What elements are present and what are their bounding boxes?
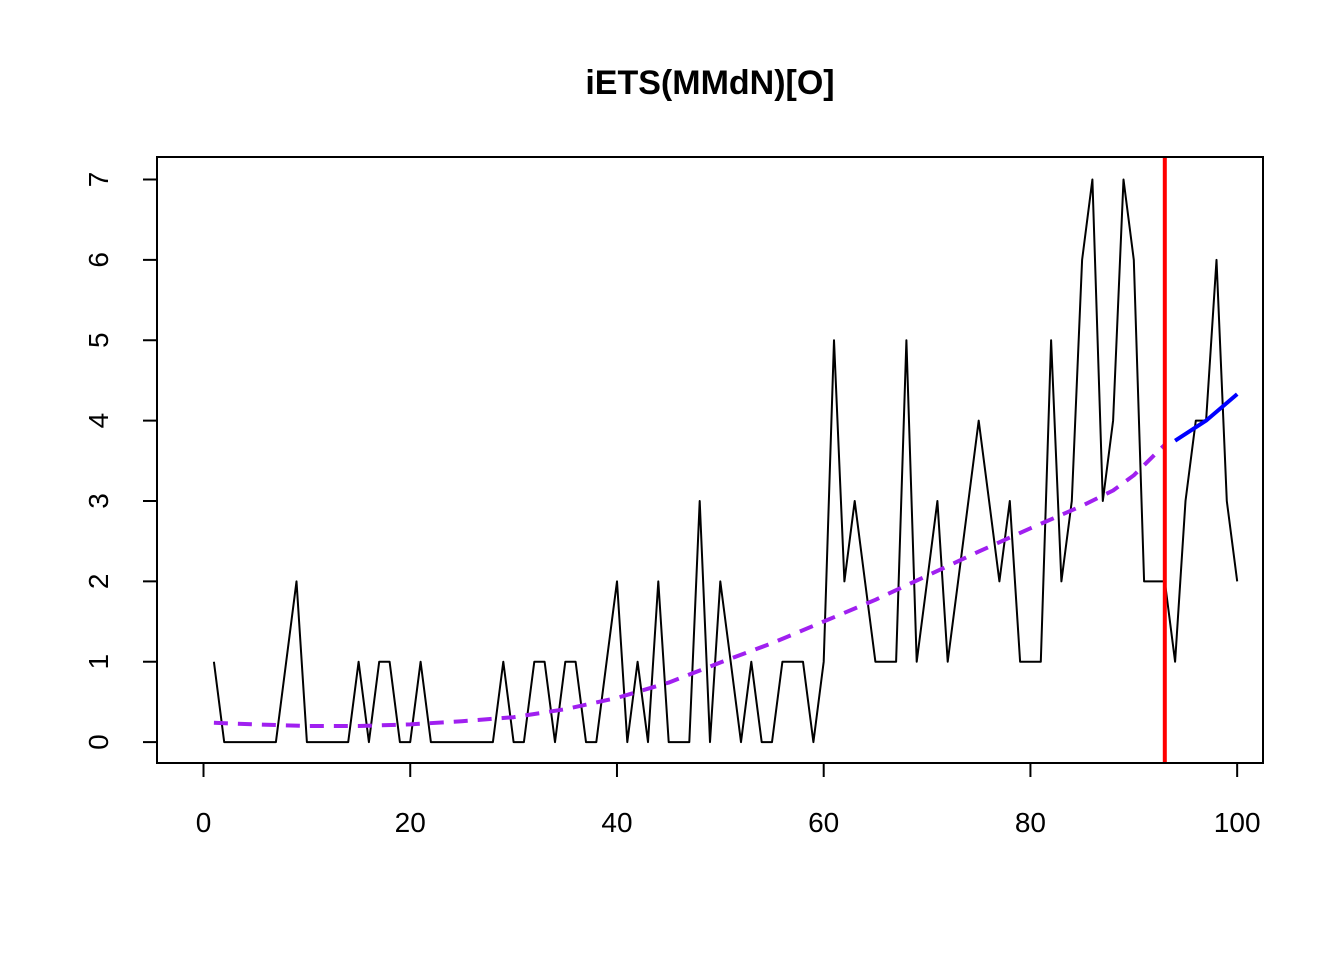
x-tick-label: 40 [601,807,632,838]
x-tick-label: 60 [808,807,839,838]
y-tick-label: 3 [83,493,114,509]
series-actuals-line [212,178,1239,744]
y-tick-label: 5 [83,332,114,348]
series-forecast-line [1174,392,1239,443]
y-axis: 0 1 2 3 4 5 6 7 [83,172,158,750]
chart-title: iETS(MMdN)[O] [585,64,834,102]
y-tick-label: 6 [83,252,114,268]
y-tick-label: 0 [83,734,114,750]
x-tick-label: 20 [395,807,426,838]
y-tick-label: 4 [83,413,114,429]
plot-frame [156,156,1264,764]
y-tick-label: 7 [83,172,114,188]
plot-content [212,157,1239,763]
y-tick-label: 1 [83,654,114,670]
x-tick-label: 80 [1015,807,1046,838]
x-tick-label: 0 [196,807,212,838]
x-axis: 0 20 40 60 80 100 [196,762,1261,838]
y-tick-label: 2 [83,574,114,590]
series-fitted-line [213,443,1167,728]
x-tick-label: 100 [1214,807,1261,838]
